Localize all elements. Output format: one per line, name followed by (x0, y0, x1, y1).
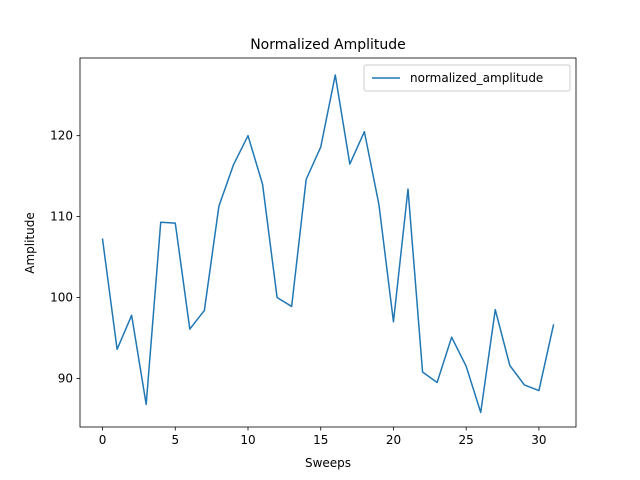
y-tick-label-0: 90 (58, 371, 73, 385)
x-tick-label-6: 30 (531, 433, 546, 447)
legend-box (363, 64, 571, 92)
chart-title: Normalized Amplitude (250, 37, 406, 53)
y-tick-label-3: 120 (50, 129, 73, 143)
x-axis-label: Sweeps (305, 456, 351, 470)
legend-label-0: normalized_amplitude (410, 71, 543, 85)
plot-frame (79, 57, 577, 428)
y-tick-label-1: 100 (50, 291, 73, 305)
y-tick-label-2: 110 (50, 210, 73, 224)
legend: normalized_amplitude (363, 64, 571, 92)
series-line-0 (101, 74, 555, 414)
plot-area: 0 5 10 15 20 25 30 90 100 110 120 (50, 57, 577, 447)
x-tick-label-5: 25 (459, 433, 474, 447)
x-tick-label-4: 20 (386, 433, 401, 447)
x-tick-label-1: 5 (171, 433, 179, 447)
x-tick-label-0: 0 (99, 433, 107, 447)
y-axis-label: Amplitude (23, 212, 37, 274)
x-tick-label-2: 10 (240, 433, 255, 447)
x-tick-label-3: 15 (313, 433, 328, 447)
